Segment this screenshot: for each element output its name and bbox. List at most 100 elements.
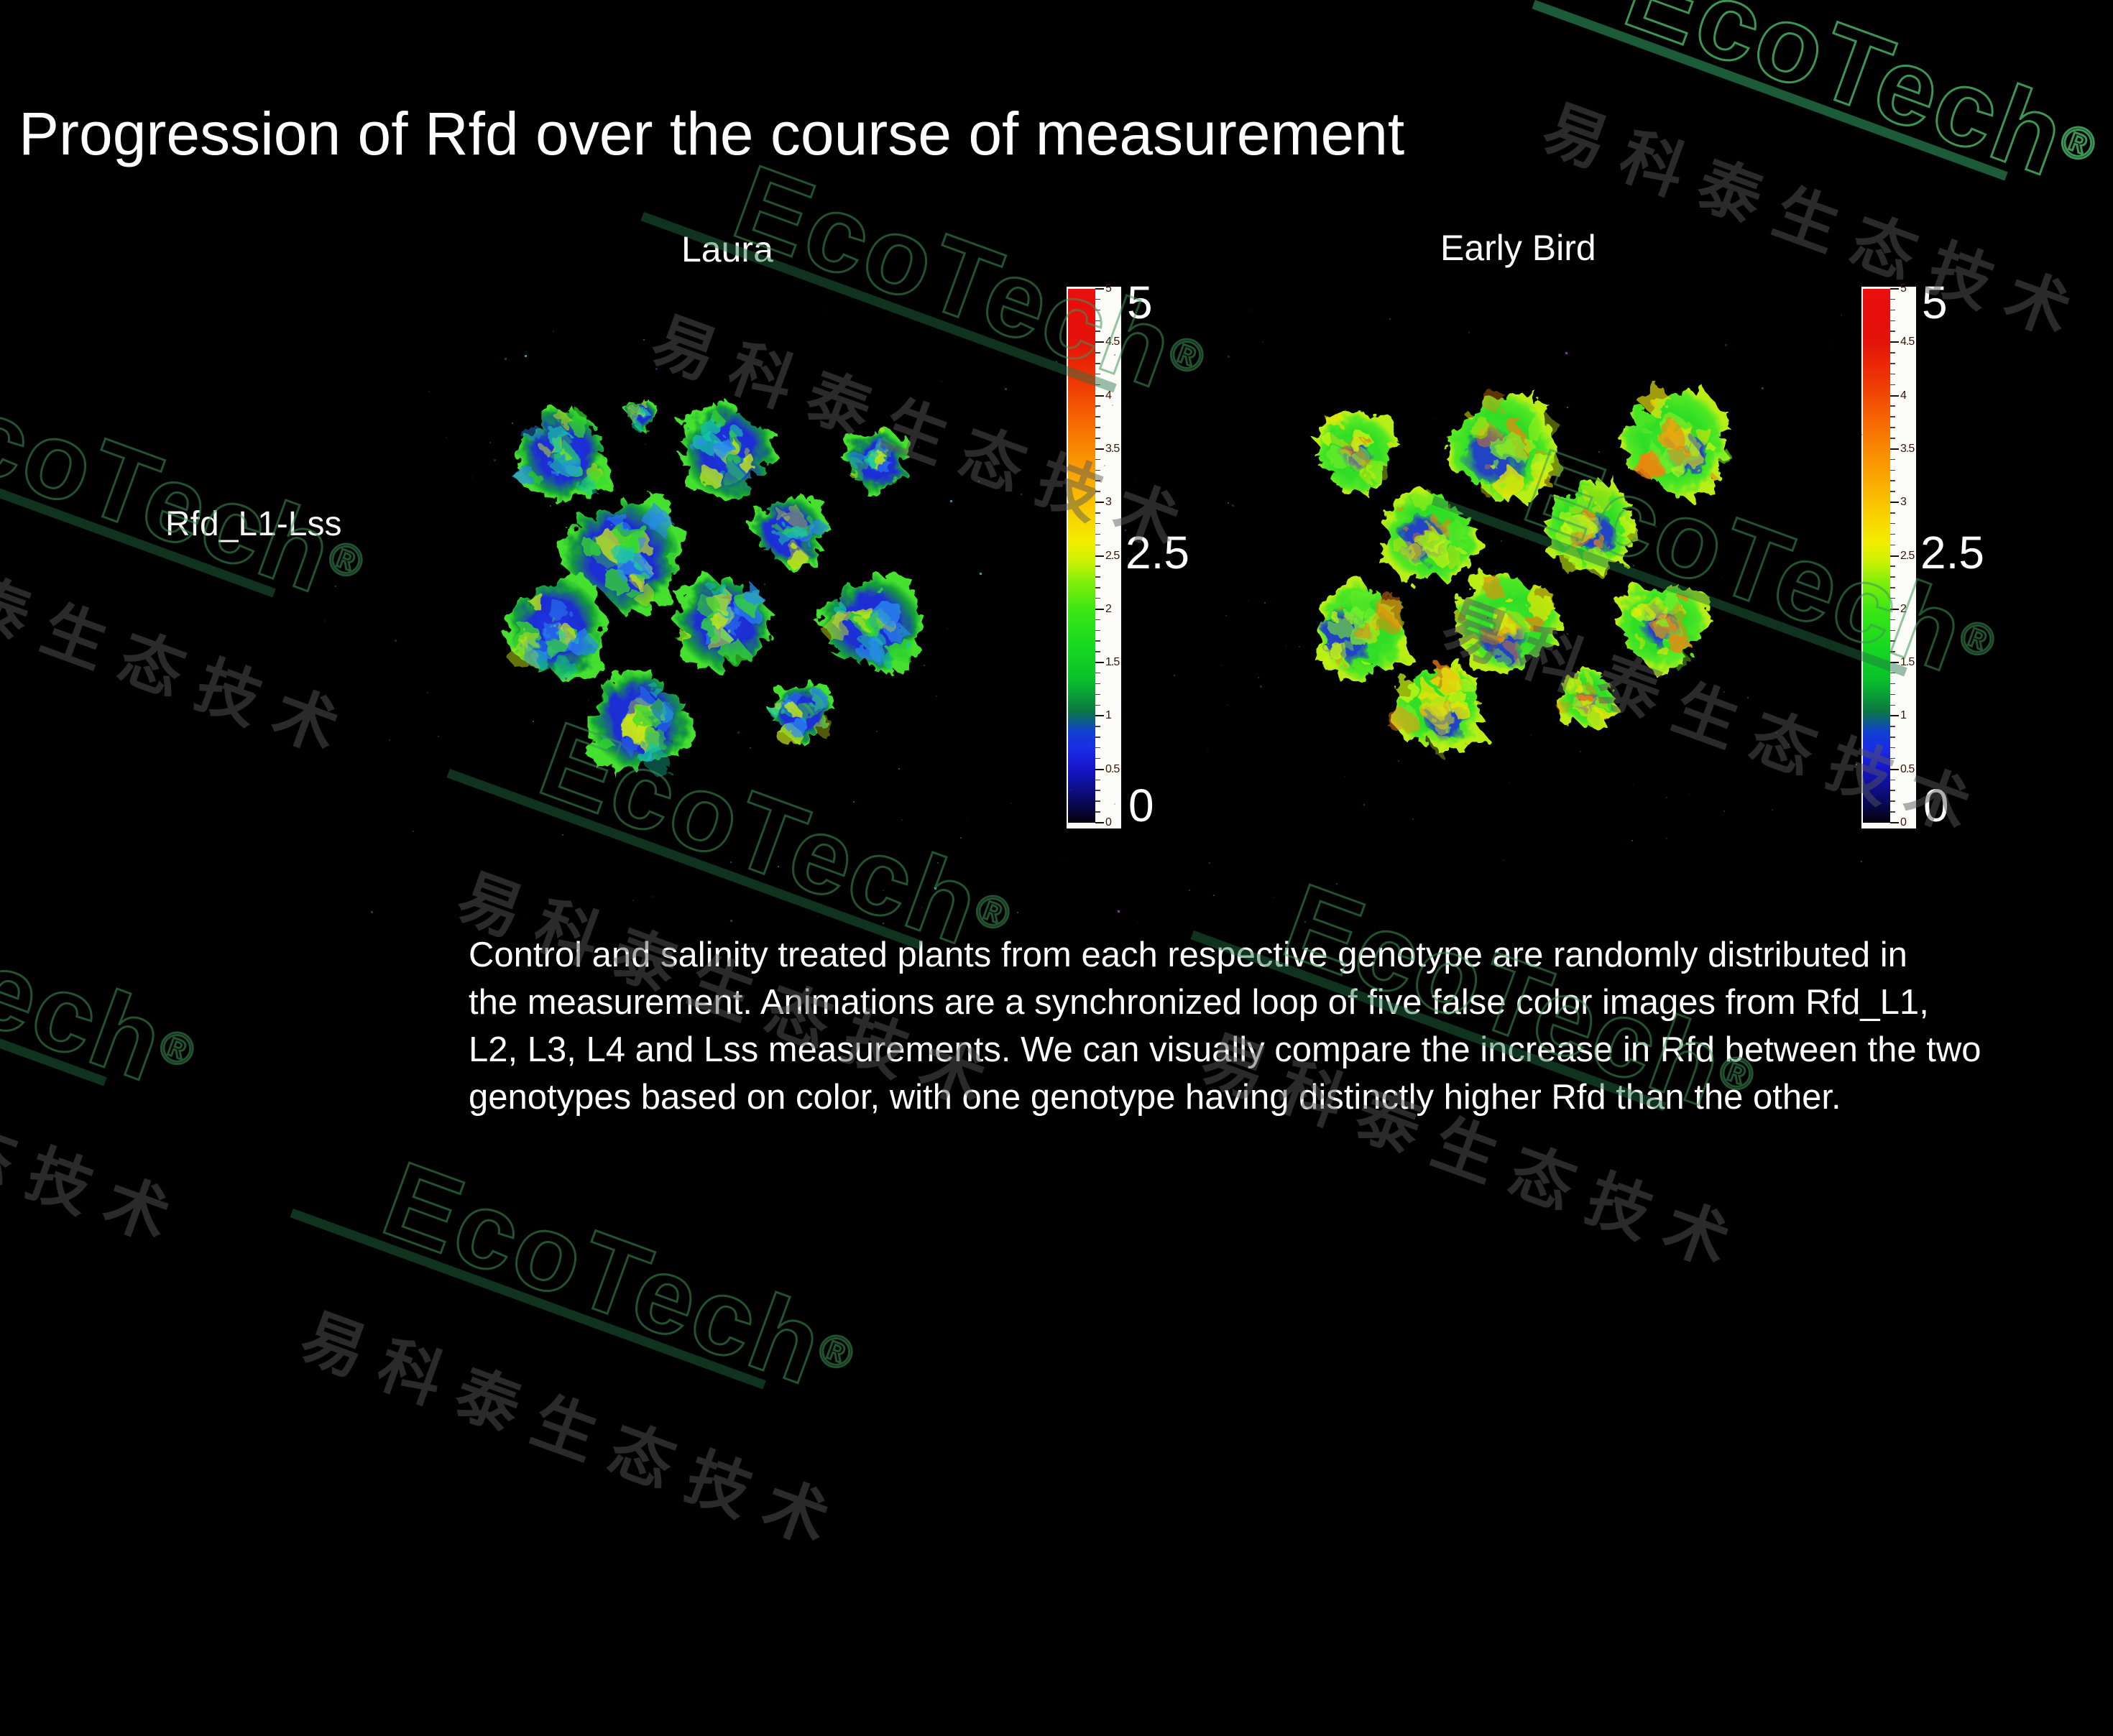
noise-speck (730, 919, 733, 922)
colorbar-minor-tick (1890, 672, 1895, 674)
noise-speck (1665, 797, 1667, 799)
noise-speck (1566, 407, 1568, 409)
noise-speck (1769, 754, 1772, 756)
early_bird-rosette (1613, 578, 1712, 674)
noise-speck (524, 915, 526, 917)
colorbar-minor-tick (1095, 726, 1100, 727)
noise-speck (1095, 406, 1097, 408)
registered-trademark-icon: ® (1161, 326, 1212, 385)
early_bird-rosette (1555, 668, 1620, 727)
noise-speck (959, 837, 962, 839)
noise-speck (729, 861, 732, 863)
noise-speck (1841, 315, 1843, 317)
colorbar-minor-tick (1890, 491, 1895, 492)
colorbar-minor-tick (1095, 587, 1100, 588)
noise-speck (426, 691, 428, 693)
noise-speck (1248, 600, 1250, 602)
noise-speck (1063, 859, 1065, 862)
colorbar-major-tick (1890, 448, 1899, 450)
early_bird-rosette (1615, 382, 1731, 502)
colorbar-tick-label: 1.5 (1900, 656, 1915, 669)
colorbar-major-tick (1095, 768, 1104, 770)
colorbar-minor-tick (1095, 747, 1100, 749)
colorbar-minor-tick (1095, 790, 1100, 791)
colorbar-minor-tick (1890, 480, 1895, 481)
noise-speck (1631, 839, 1633, 841)
noise-speck (936, 862, 939, 864)
watermark-tile: EcoTech® 易科泰生态技术 (0, 834, 360, 1433)
noise-speck (1855, 764, 1857, 766)
noise-speck (1465, 662, 1467, 664)
colorbar-tick-label: 0 (1105, 816, 1112, 828)
noise-speck (675, 544, 677, 546)
colorbar-tick-label: 2 (1105, 602, 1112, 615)
noise-speck (1228, 356, 1230, 359)
colorbar-major-tick (1890, 502, 1899, 504)
noise-speck (1587, 680, 1589, 683)
noise-speck (1397, 760, 1399, 762)
colorbar-minor-tick (1095, 533, 1100, 535)
colorbar-minor-tick (1095, 363, 1100, 364)
colorbar-minor-tick (1095, 512, 1100, 514)
colorbar-major-tick (1095, 662, 1104, 664)
noise-speck (764, 583, 766, 585)
noise-speck (529, 604, 531, 606)
noise-speck (1212, 895, 1215, 897)
noise-speck (672, 734, 674, 737)
colorbar-minor-tick (1890, 363, 1895, 364)
colorbar-tick-label: 4.5 (1900, 336, 1915, 348)
noise-speck (1502, 859, 1504, 861)
colorbar-minor-tick (1890, 309, 1895, 311)
noise-speck (1654, 526, 1657, 528)
colorbar-major-tick (1890, 662, 1899, 664)
colorbar-minor-tick (1890, 416, 1895, 417)
noise-speck (568, 407, 570, 409)
colorbar-early-bird: 5 4.5 4 3.5 3 2.5 2 1.5 1 0.5 0 (1861, 283, 1916, 828)
laura-rosette (673, 571, 775, 674)
colorbar-tick-label: 1 (1900, 709, 1907, 722)
colorbar-minor-tick (1095, 458, 1100, 461)
colorbar-minor-tick (1095, 565, 1100, 567)
colorbar-minor-tick (1890, 790, 1895, 791)
noise-speck (764, 548, 766, 550)
colorbar-minor-tick (1890, 405, 1895, 407)
noise-speck (750, 362, 752, 364)
noise-speck (901, 818, 903, 821)
early_bird-rosette (1453, 571, 1566, 675)
watermark-diagonal-line (1532, 0, 2008, 181)
colorbar-major-tick (1095, 555, 1104, 557)
colorbar-minor-tick (1890, 629, 1895, 632)
colorbar-major-tick (1890, 288, 1899, 290)
noise-speck (1228, 502, 1230, 504)
colorbar-minor-tick (1095, 811, 1100, 813)
noise-speck (1363, 803, 1365, 805)
colorbar-minor-tick (1890, 522, 1895, 525)
colorbar-gradient (1068, 289, 1095, 823)
noise-speck (1530, 734, 1532, 737)
colorbar-minor-tick (1890, 640, 1895, 642)
noise-speck (1665, 838, 1667, 840)
colorbar-minor-tick (1095, 438, 1100, 439)
noise-speck (1284, 645, 1286, 647)
noise-speck (1369, 645, 1371, 647)
noise-speck (1847, 650, 1849, 652)
colorbar-minor-tick (1890, 779, 1895, 781)
noise-speck (1371, 663, 1373, 665)
noise-speck (1632, 564, 1634, 566)
colorbar-tick-label: 0.5 (1105, 762, 1120, 775)
noise-speck (1430, 729, 1432, 731)
early_bird-rosette (1442, 387, 1562, 504)
slide-root: Progression of Rfd over the course of me… (0, 0, 2103, 1564)
early-bird-false-color-image (1311, 382, 1731, 757)
colorbar-minor-tick (1095, 629, 1100, 632)
colorbar-major-tick (1095, 448, 1104, 450)
noise-speck (1017, 911, 1019, 913)
noise-speck (1666, 675, 1668, 678)
noise-speck (561, 834, 563, 836)
colorbar-minor-tick (1890, 683, 1895, 685)
noise-speck (947, 628, 949, 630)
colorbar-minor-tick (1095, 597, 1100, 599)
colorbar-tick-label: 0 (1900, 816, 1907, 828)
noise-speck (1468, 331, 1470, 333)
laura-rosette (586, 666, 696, 775)
